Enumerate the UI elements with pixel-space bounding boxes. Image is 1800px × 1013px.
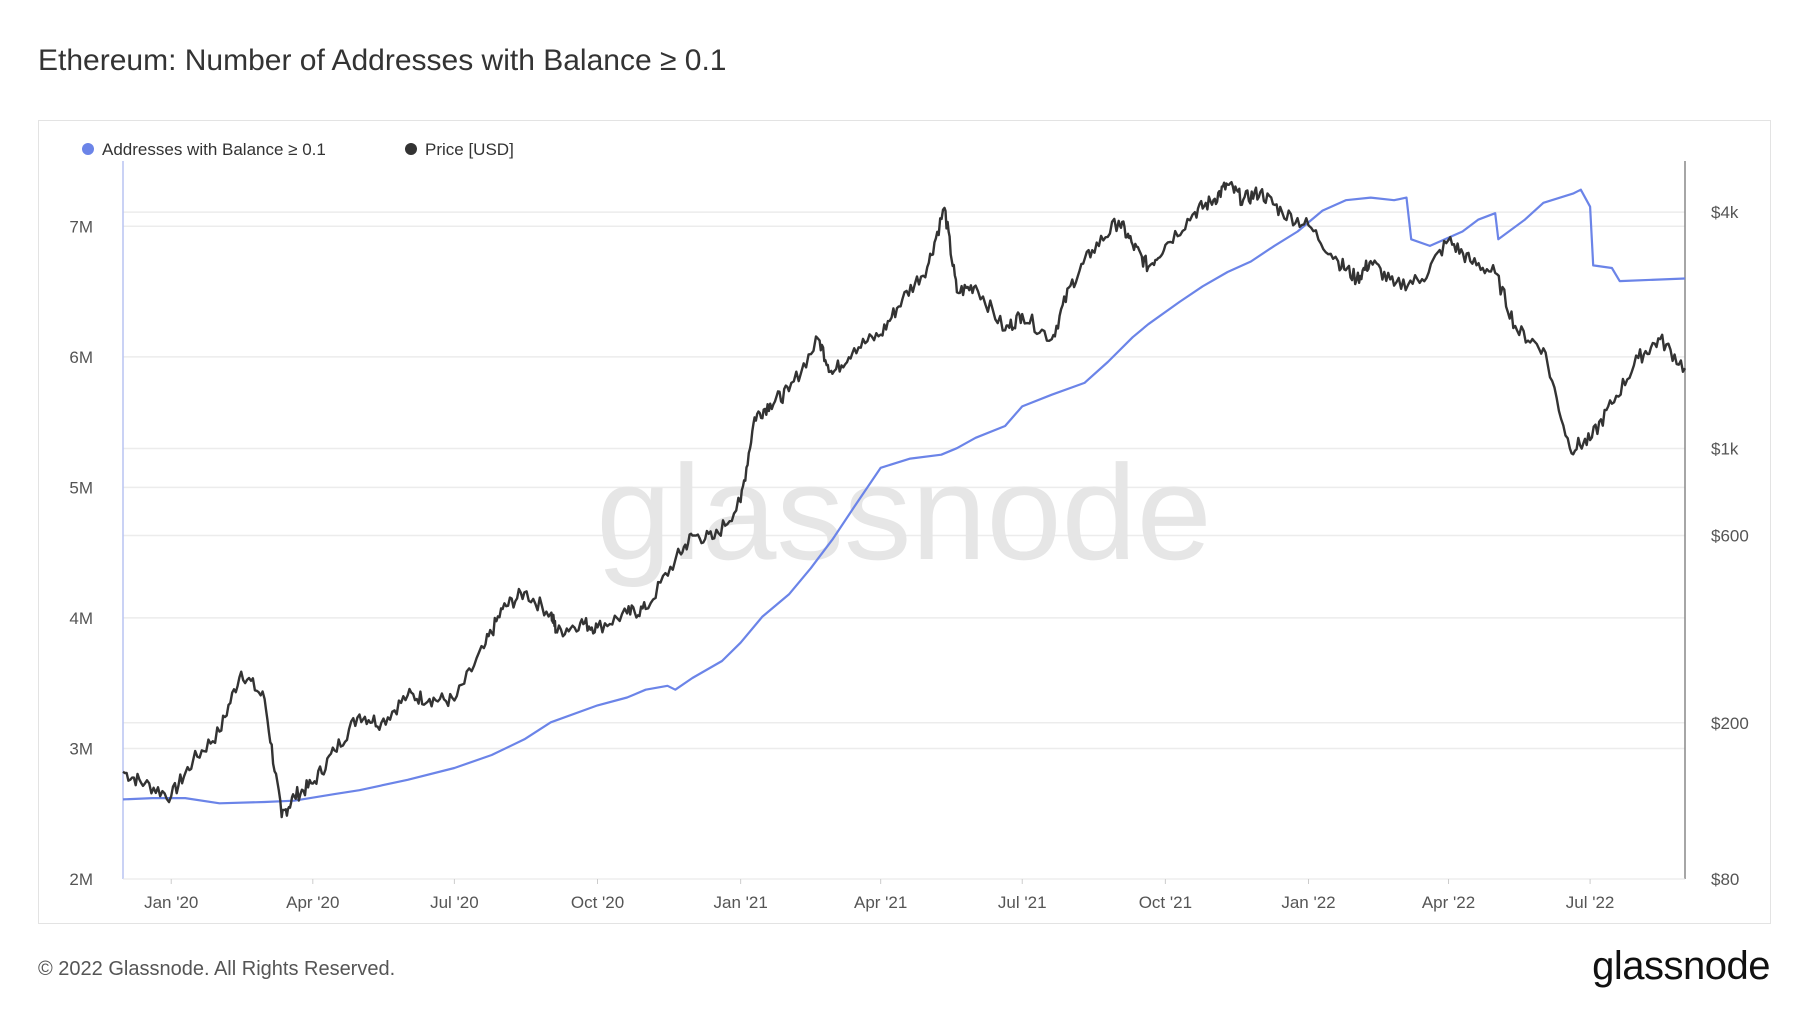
x-tick-label: Apr '21	[854, 893, 907, 912]
x-tick-label: Apr '20	[286, 893, 339, 912]
y-tick-left: 4M	[69, 609, 93, 628]
footer-copyright: © 2022 Glassnode. All Rights Reserved.	[38, 958, 396, 980]
legend-label-price: Price [USD]	[425, 140, 514, 159]
watermark: glassnode	[596, 437, 1211, 588]
legend-marker-price	[405, 143, 417, 155]
x-tick-label: Jan '20	[144, 893, 198, 912]
y-tick-left: 3M	[69, 739, 93, 758]
x-tick-label: Jul '20	[430, 893, 479, 912]
glassnode-logo: glassnode	[1592, 944, 1770, 988]
legend-marker-addresses	[82, 143, 94, 155]
chart-title: Ethereum: Number of Addresses with Balan…	[38, 44, 727, 77]
y-tick-left: 5M	[69, 478, 93, 497]
chart-legend: Addresses with Balance ≥ 0.1 Price [USD]	[82, 140, 514, 159]
chart-frame: Addresses with Balance ≥ 0.1 Price [USD]…	[38, 120, 1771, 924]
x-tick-label: Jan '22	[1281, 893, 1335, 912]
y-tick-left: 7M	[69, 217, 93, 236]
y-tick-right: $4k	[1711, 203, 1739, 222]
x-tick-label: Oct '20	[571, 893, 624, 912]
series-line-addresses	[122, 188, 1686, 805]
grid-lines	[123, 211, 1685, 750]
legend-label-addresses: Addresses with Balance ≥ 0.1	[102, 140, 326, 159]
x-tick-label: Apr '22	[1422, 893, 1475, 912]
y-tick-right: $200	[1711, 714, 1749, 733]
axes: 2M 3M 4M 5M 6M 7M $80 $200 $600 $1k $4k Jan '20 Apr …	[69, 161, 1749, 912]
y-tick-right: $600	[1711, 527, 1749, 546]
series-line-price	[122, 181, 1687, 819]
y-tick-left: 6M	[69, 348, 93, 367]
series-group	[122, 181, 1687, 819]
y-tick-right: $80	[1711, 870, 1739, 889]
y-tick-left: 2M	[69, 870, 93, 889]
x-tick-label: Jul '21	[998, 893, 1047, 912]
y-tick-right: $1k	[1711, 439, 1739, 458]
x-tick-label: Jan '21	[713, 893, 767, 912]
x-tick-label: Jul '22	[1566, 893, 1615, 912]
x-tick-label: Oct '21	[1139, 893, 1192, 912]
chart-plot: Addresses with Balance ≥ 0.1 Price [USD]…	[69, 140, 1749, 912]
